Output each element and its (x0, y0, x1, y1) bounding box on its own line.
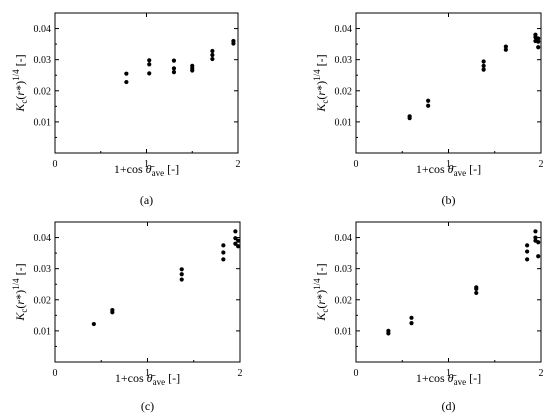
y-axis-label: Kc(r*)1/4 [-] (11, 263, 29, 321)
y-tick-label: 0.04 (335, 24, 353, 35)
data-point (409, 316, 413, 320)
data-point (172, 70, 176, 74)
y-tick-label: 0.01 (34, 326, 52, 337)
data-point (210, 49, 214, 53)
panel-caption: (c) (141, 399, 154, 413)
data-point (110, 308, 114, 312)
data-point (180, 272, 184, 276)
x-tick-label: 0 (354, 368, 359, 379)
data-point (124, 80, 128, 84)
data-point (221, 250, 225, 254)
data-point (482, 64, 486, 68)
data-point (124, 72, 128, 76)
y-tick-label: 0.03 (335, 264, 353, 275)
y-tick-label: 0.04 (34, 233, 52, 244)
y-axis-label: Kc(r*)1/4 [-] (11, 54, 29, 112)
data-point (233, 229, 237, 233)
y-tick-label: 0.01 (34, 117, 52, 128)
x-tick-label: 0 (53, 159, 58, 170)
y-tick-label: 0.02 (335, 295, 353, 306)
y-tick-label: 0.01 (335, 326, 353, 337)
data-point (147, 62, 151, 66)
y-tick-label: 0.03 (34, 264, 52, 275)
plot-frame (55, 222, 240, 362)
panel-caption: (d) (442, 399, 456, 413)
data-point (147, 71, 151, 75)
data-point (180, 267, 184, 271)
data-point (533, 229, 537, 233)
y-tick-label: 0.01 (335, 117, 353, 128)
x-tick-label: 2 (236, 159, 241, 170)
data-point (482, 59, 486, 63)
data-point (180, 277, 184, 281)
panel-caption: (a) (140, 193, 153, 207)
plot-frame (55, 13, 238, 153)
data-point (426, 99, 430, 103)
y-tick-label: 0.04 (34, 24, 52, 35)
x-axis-label: 1+cos θ̄ave [-] (416, 371, 481, 387)
y-tick-label: 0.02 (335, 86, 353, 97)
x-tick-label: 0 (53, 368, 58, 379)
plot-frame (356, 222, 541, 362)
x-axis-label: 1+cos θ̄ave [-] (115, 371, 180, 387)
data-point (409, 321, 413, 325)
y-tick-label: 0.03 (34, 55, 52, 66)
data-point (525, 257, 529, 261)
data-point (525, 243, 529, 247)
data-point (236, 239, 240, 243)
x-tick-label: 2 (539, 368, 544, 379)
data-point (474, 285, 478, 289)
data-point (426, 104, 430, 108)
data-point (536, 254, 540, 258)
data-point (190, 64, 194, 68)
data-point (536, 36, 540, 40)
data-point (536, 240, 540, 244)
plot-frame (356, 13, 541, 153)
data-point (536, 45, 540, 49)
data-point (533, 235, 537, 239)
y-tick-label: 0.02 (34, 86, 52, 97)
data-point (172, 66, 176, 70)
x-tick-label: 2 (238, 368, 243, 379)
data-point (482, 68, 486, 72)
data-point (533, 33, 537, 37)
x-axis-label: 1+cos θ̄ave [-] (416, 162, 481, 178)
data-point (210, 53, 214, 57)
data-point (504, 45, 508, 49)
data-point (236, 244, 240, 248)
data-point (172, 59, 176, 63)
y-tick-label: 0.03 (335, 55, 353, 66)
data-point (474, 291, 478, 295)
y-tick-label: 0.04 (335, 233, 353, 244)
data-point (408, 114, 412, 118)
y-axis-label: Kc(r*)1/4 [-] (312, 54, 330, 112)
panel-caption: (b) (442, 193, 456, 207)
data-point (221, 243, 225, 247)
x-tick-label: 0 (354, 159, 359, 170)
x-tick-label: 2 (539, 159, 544, 170)
y-axis-label: Kc(r*)1/4 [-] (312, 263, 330, 321)
data-point (147, 58, 151, 62)
data-point (386, 329, 390, 333)
data-point (231, 39, 235, 43)
data-point (221, 257, 225, 261)
y-tick-label: 0.02 (34, 295, 52, 306)
x-axis-label: 1+cos θ̄ave [-] (114, 162, 179, 178)
data-point (525, 249, 529, 253)
data-point (210, 57, 214, 61)
data-point (92, 322, 96, 326)
